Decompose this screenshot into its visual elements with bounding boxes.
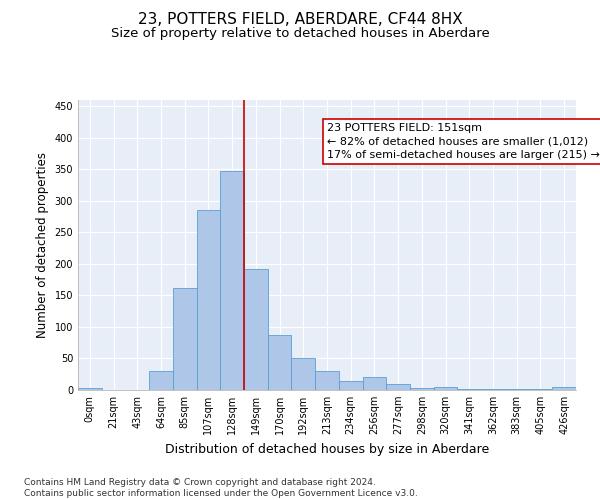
Bar <box>410 388 434 390</box>
Text: 23 POTTERS FIELD: 151sqm
← 82% of detached houses are smaller (1,012)
17% of sem: 23 POTTERS FIELD: 151sqm ← 82% of detach… <box>327 123 600 160</box>
Bar <box>552 388 576 390</box>
Bar <box>220 171 244 390</box>
X-axis label: Distribution of detached houses by size in Aberdare: Distribution of detached houses by size … <box>165 442 489 456</box>
Bar <box>244 269 268 390</box>
Text: Size of property relative to detached houses in Aberdare: Size of property relative to detached ho… <box>110 28 490 40</box>
Bar <box>149 371 173 390</box>
Text: 23, POTTERS FIELD, ABERDARE, CF44 8HX: 23, POTTERS FIELD, ABERDARE, CF44 8HX <box>137 12 463 28</box>
Y-axis label: Number of detached properties: Number of detached properties <box>36 152 49 338</box>
Bar <box>78 388 102 390</box>
Bar <box>339 380 362 390</box>
Bar <box>292 358 315 390</box>
Bar <box>386 384 410 390</box>
Bar <box>197 210 220 390</box>
Bar <box>268 334 292 390</box>
Bar <box>315 371 339 390</box>
Bar <box>434 387 457 390</box>
Text: Contains HM Land Registry data © Crown copyright and database right 2024.
Contai: Contains HM Land Registry data © Crown c… <box>24 478 418 498</box>
Bar <box>457 388 481 390</box>
Bar <box>362 378 386 390</box>
Bar <box>173 288 197 390</box>
